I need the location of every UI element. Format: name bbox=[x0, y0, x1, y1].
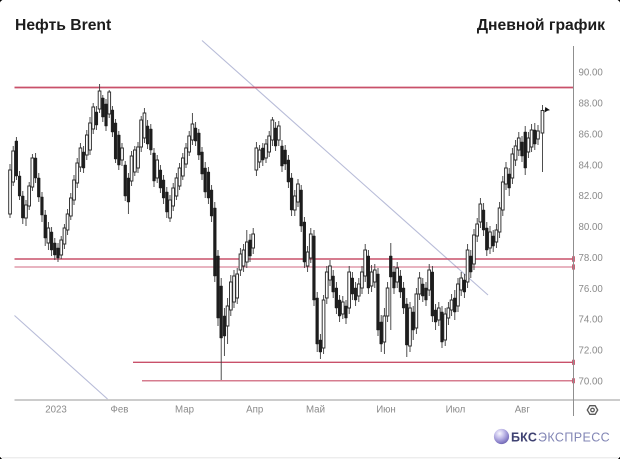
svg-text:84.00: 84.00 bbox=[579, 160, 604, 171]
svg-text:Май: Май bbox=[306, 405, 325, 416]
svg-text:72.00: 72.00 bbox=[579, 346, 604, 357]
svg-text:ЭКСПРЕСС: ЭКСПРЕСС bbox=[538, 431, 610, 445]
svg-text:2023: 2023 bbox=[45, 405, 67, 416]
svg-text:76.00: 76.00 bbox=[579, 284, 604, 295]
svg-text:82.00: 82.00 bbox=[579, 191, 604, 202]
svg-text:88.00: 88.00 bbox=[579, 99, 604, 110]
svg-text:86.00: 86.00 bbox=[579, 129, 604, 140]
svg-text:Авг: Авг bbox=[515, 405, 531, 416]
svg-text:70.00: 70.00 bbox=[579, 377, 604, 388]
svg-text:Мар: Мар bbox=[175, 405, 194, 416]
svg-text:Апр: Апр bbox=[246, 405, 263, 416]
svg-text:80.00: 80.00 bbox=[579, 222, 604, 233]
svg-text:74.00: 74.00 bbox=[579, 315, 604, 326]
svg-text:Фев: Фев bbox=[111, 405, 129, 416]
svg-text:Июл: Июл bbox=[446, 405, 466, 416]
svg-text:90.00: 90.00 bbox=[579, 68, 604, 79]
svg-text:78.00: 78.00 bbox=[579, 253, 604, 264]
svg-text:Июн: Июн bbox=[376, 405, 396, 416]
svg-text:БКС: БКС bbox=[511, 431, 537, 445]
